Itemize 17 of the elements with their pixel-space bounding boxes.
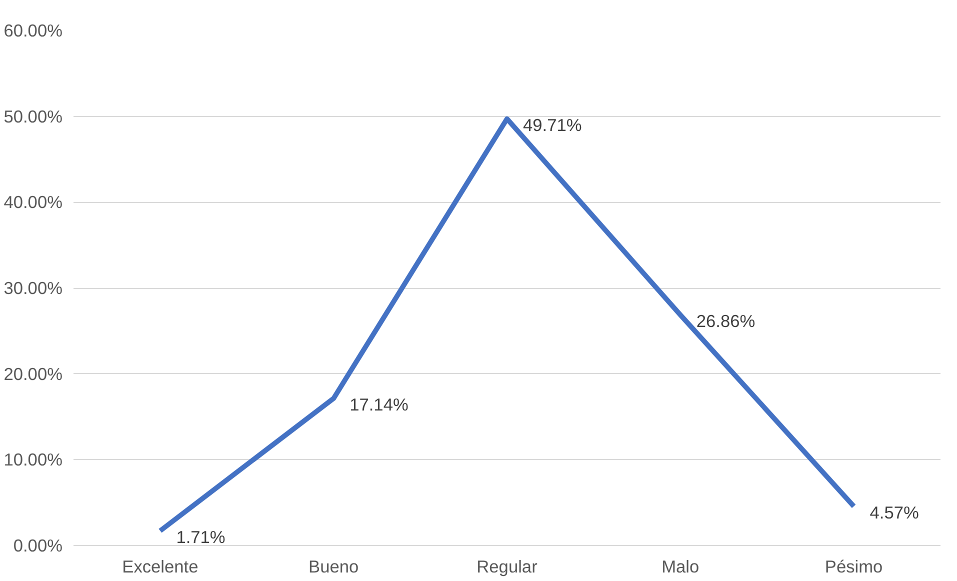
y-tick-label: 40.00% xyxy=(4,192,63,212)
data-label: 1.71% xyxy=(176,526,226,547)
data-label: 17.14% xyxy=(350,394,408,414)
x-tick-label: Malo xyxy=(662,556,700,576)
x-tick-label: Regular xyxy=(476,556,538,576)
y-tick-label: 50.00% xyxy=(4,106,63,126)
data-label: 49.71% xyxy=(523,114,582,135)
y-tick-label: 30.00% xyxy=(4,278,63,298)
y-tick-label: 20.00% xyxy=(4,364,63,384)
y-tick-label: 0.00% xyxy=(13,536,63,556)
y-tick-label: 10.00% xyxy=(4,450,63,470)
data-label: 4.57% xyxy=(870,502,919,522)
x-tick-label: Excelente xyxy=(122,556,198,576)
y-tick-label: 60.00% xyxy=(4,20,63,40)
x-tick-label: Pésimo xyxy=(824,556,883,576)
x-tick-label: Bueno xyxy=(308,556,359,576)
data-label: 26.86% xyxy=(696,310,756,331)
